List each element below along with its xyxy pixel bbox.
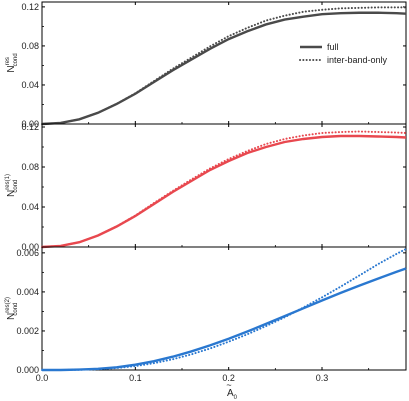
panel-frame [41,123,407,248]
series-line-full [42,267,407,372]
x-axis-tick-labels: 0.0 0.1 0.2 0.3 [36,373,329,383]
panel-frame [41,246,407,371]
y-axis-label: Nres(1) cond [5,174,19,197]
panel-bottom: 0.000 0.002 0.004 0.006 Nres(2) cond [5,246,407,375]
x-tick-label: 0.1 [129,373,142,383]
legend: full inter-band-only [299,42,388,65]
x-tick-label: 0.0 [36,373,49,383]
panels: 0.00 0.04 0.08 0.12 Nres cond 0.00 0.04 0.08 0.12… [5,1,407,375]
y-tick-label: 0.08 [21,162,39,172]
y-tick-label: 0.04 [21,80,39,90]
panel-middle: 0.00 0.04 0.08 0.12 Nres(1) cond [5,122,407,252]
legend-label-full: full [327,42,339,52]
series-line-inter-band-only [41,130,407,248]
series-line-inter-band-only [41,247,407,371]
y-axis-label: Nres cond [5,53,19,72]
y-tick-label: 0.000 [16,365,39,375]
y-tick-label: 0.00 [21,242,39,252]
panel-top: 0.00 0.04 0.08 0.12 Nres cond [5,1,407,129]
y-tick-label: 0.12 [21,122,39,132]
y-tick-label: 0.00 [21,119,39,129]
y-tick-label: 0.08 [21,41,39,51]
y-tick-label: 0.006 [16,248,39,258]
series-line-full [41,11,407,126]
legend-label-inter-band-only: inter-band-only [327,55,388,65]
x-axis-label: A0 [227,388,238,401]
series-line-full [41,134,407,249]
y-tick-label: 0.002 [16,326,39,336]
x-tick-label: 0.2 [222,373,235,383]
y-tick-label: 0.04 [21,202,39,212]
y-axis-label: Nres(2) cond [5,297,19,320]
x-axis-label-accent: ~ [226,380,231,390]
series-line-inter-band-only [41,6,407,125]
y-tick-label: 0.004 [16,287,39,297]
y-tick-label: 0.12 [21,2,39,12]
x-tick-label: 0.3 [316,373,329,383]
